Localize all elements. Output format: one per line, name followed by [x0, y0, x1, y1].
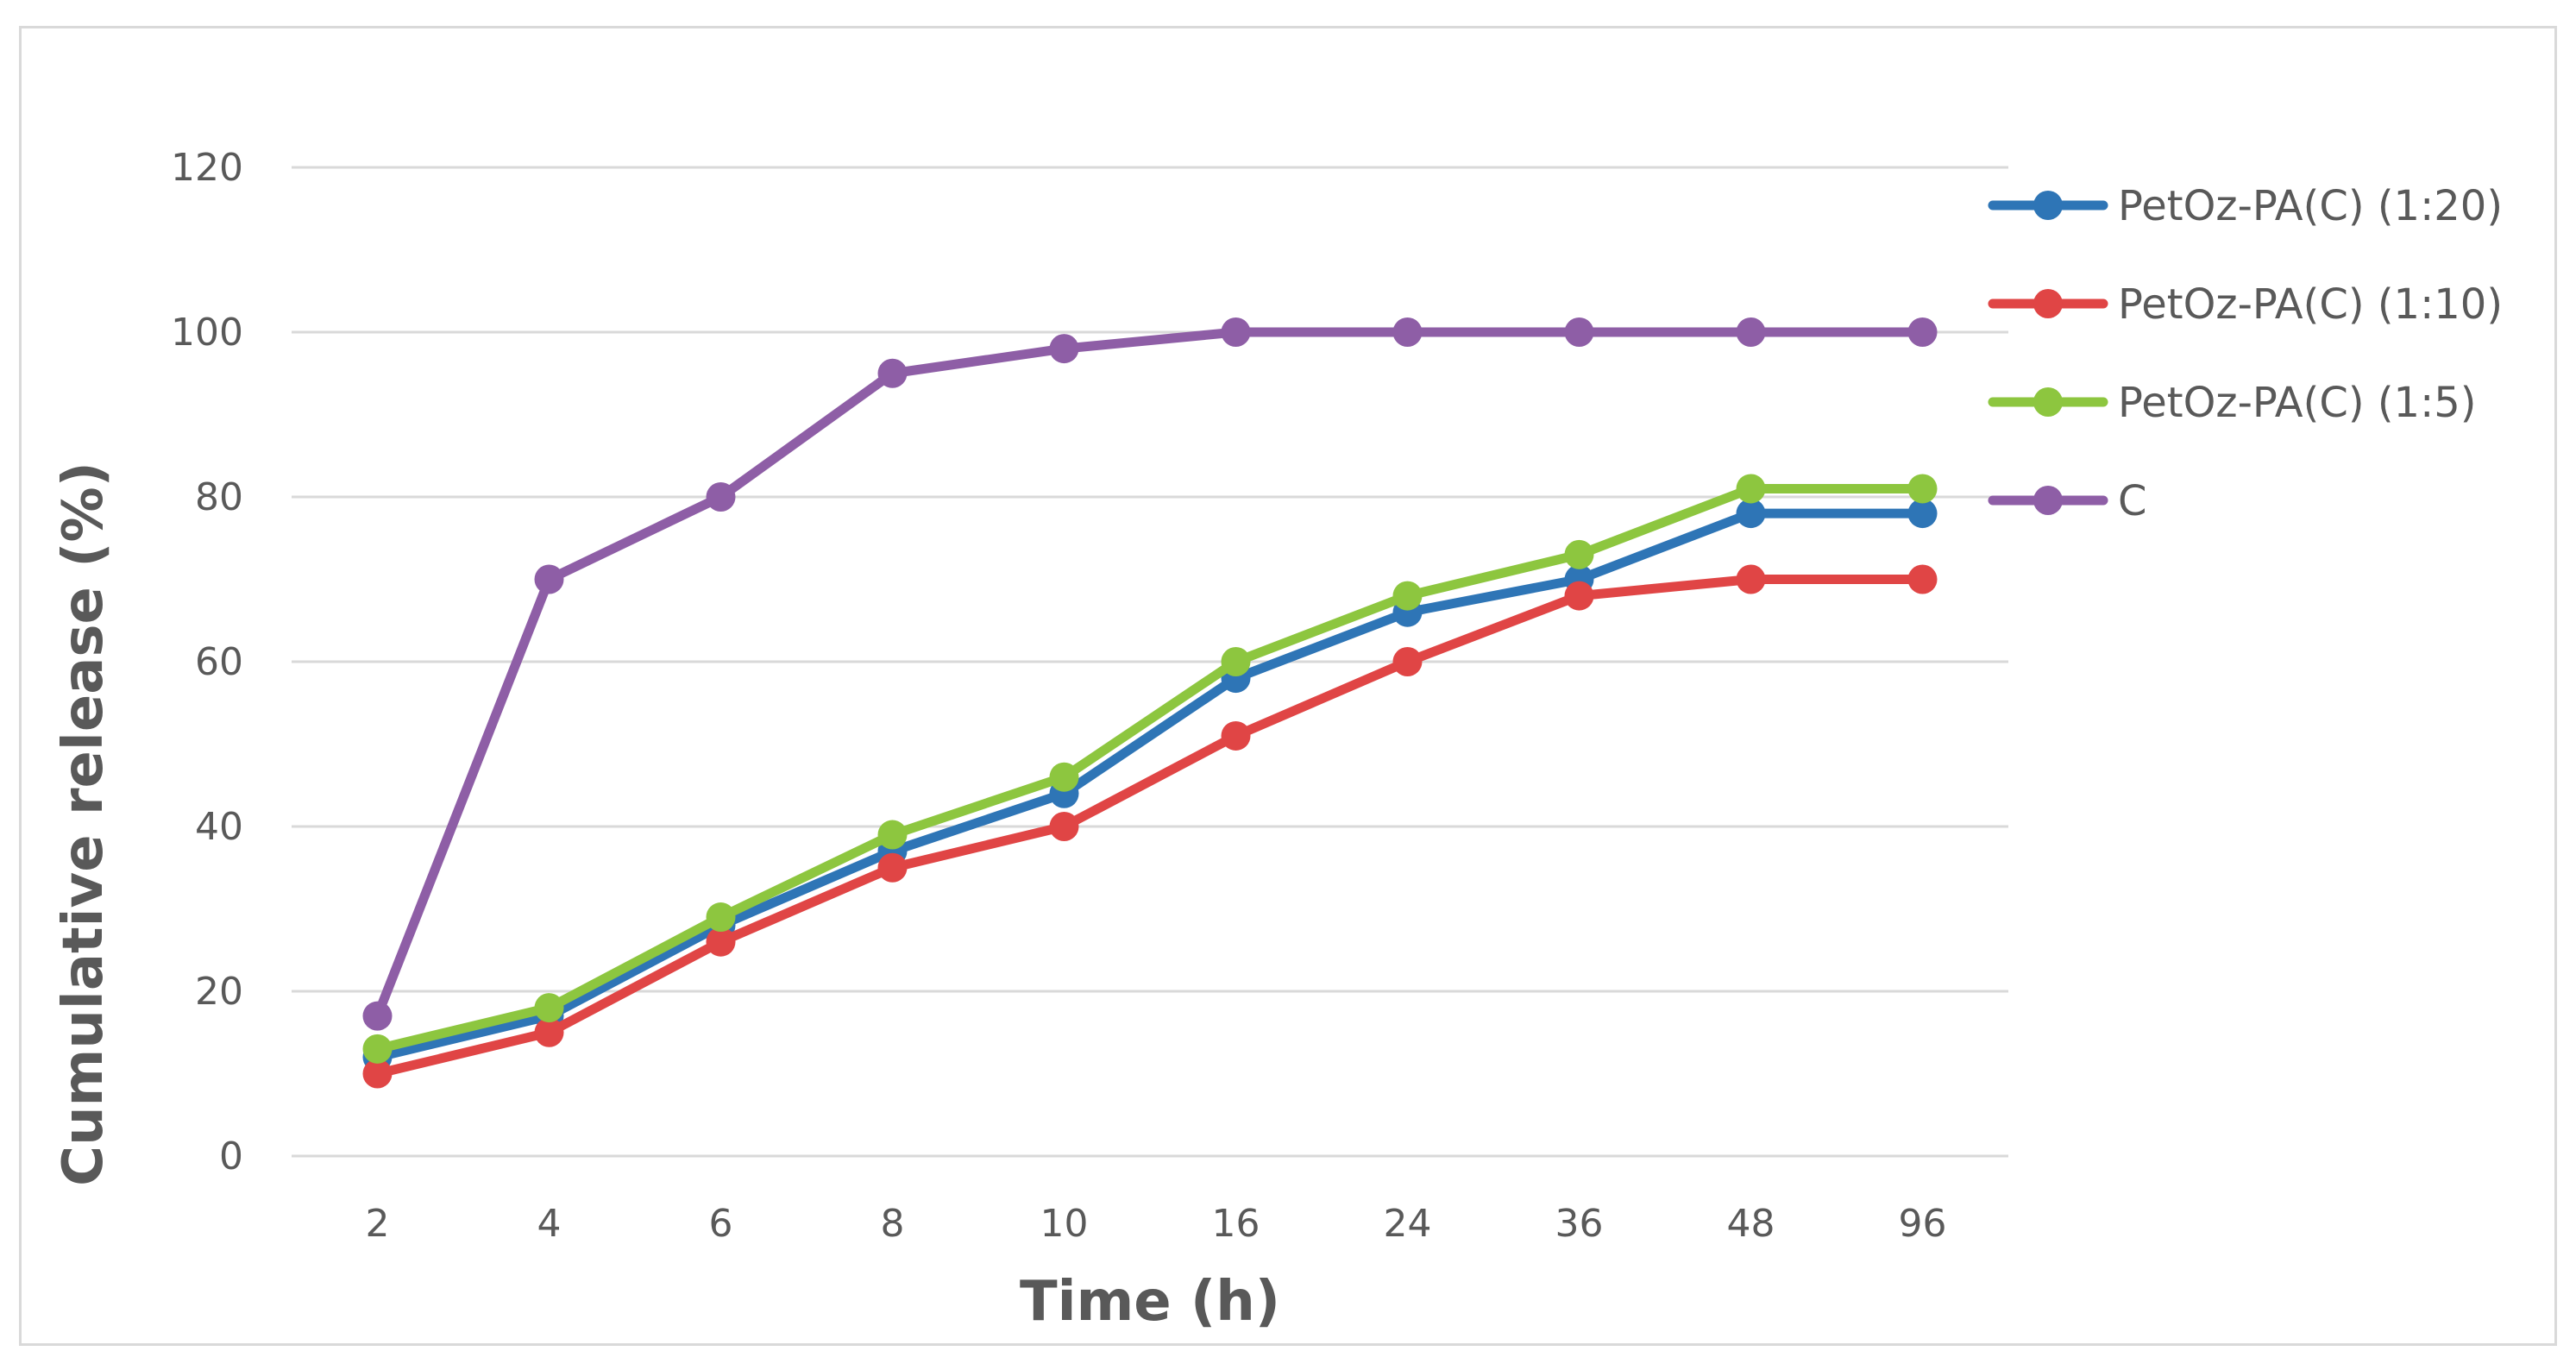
data-point	[1564, 317, 1594, 347]
y-axis-ticks: 0 20 40 60 80 100 120	[171, 146, 243, 1178]
data-point	[1907, 317, 1938, 347]
x-tick-label: 48	[1727, 1202, 1775, 1246]
legend-marker	[2033, 486, 2063, 515]
data-point	[1221, 317, 1251, 347]
chart-frame	[19, 26, 2557, 1346]
x-tick-label: 6	[709, 1202, 733, 1246]
series-line	[373, 327, 1927, 1021]
legend-marker	[2033, 289, 2063, 318]
data-point	[1221, 647, 1251, 676]
data-point	[1049, 762, 1079, 792]
y-tick-label: 40	[195, 805, 243, 849]
data-point	[534, 1017, 564, 1047]
data-point	[1049, 812, 1079, 841]
data-point	[534, 993, 564, 1023]
x-tick-label: 36	[1555, 1202, 1604, 1246]
data-point	[1049, 334, 1079, 364]
data-point	[1907, 499, 1938, 529]
x-tick-label: 10	[1040, 1202, 1089, 1246]
x-tick-label: 16	[1212, 1202, 1260, 1246]
x-tick-label: 8	[881, 1202, 905, 1246]
data-point	[362, 1059, 393, 1089]
series-line	[373, 508, 1927, 1062]
y-tick-label: 80	[195, 475, 243, 519]
legend-label: PetOz-PA(C) (1:20)	[2118, 182, 2503, 230]
data-point	[362, 1034, 393, 1064]
data-point	[1907, 474, 1938, 504]
data-point	[534, 564, 564, 594]
x-tick-label: 24	[1384, 1202, 1432, 1246]
data-point	[877, 852, 908, 883]
data-point	[1907, 564, 1938, 594]
data-point	[1564, 581, 1594, 611]
y-tick-label: 60	[195, 640, 243, 684]
data-point	[1221, 720, 1251, 751]
series-line	[373, 575, 1927, 1078]
data-point	[1736, 499, 1766, 529]
x-axis-title: Time (h)	[1020, 1270, 1280, 1334]
data-point	[1392, 317, 1423, 347]
legend-marker	[2033, 387, 2063, 417]
data-point	[1736, 317, 1766, 347]
data-point	[1736, 564, 1766, 594]
data-point	[706, 902, 736, 933]
data-point	[877, 358, 908, 388]
x-tick-label: 4	[537, 1202, 562, 1246]
data-point	[1564, 539, 1594, 569]
y-tick-label: 20	[195, 970, 243, 1014]
y-tick-label: 0	[219, 1134, 243, 1178]
legend: PetOz-PA(C) (1:20) PetOz-PA(C) (1:10) PetO…	[1988, 182, 2503, 525]
data-point	[1392, 581, 1423, 611]
data-point	[877, 820, 908, 850]
series-line	[373, 483, 1927, 1054]
y-tick-label: 100	[171, 311, 243, 355]
x-tick-label: 96	[1899, 1202, 1947, 1246]
legend-label: PetOz-PA(C) (1:10)	[2118, 280, 2503, 329]
data-point	[706, 927, 736, 957]
series-group	[362, 317, 1938, 1089]
legend-label: PetOz-PA(C) (1:5)	[2118, 379, 2477, 427]
y-tick-label: 120	[171, 146, 243, 190]
legend-label: C	[2118, 477, 2147, 525]
y-axis-title: Cumulative release (%)	[52, 462, 116, 1186]
data-point	[1392, 647, 1423, 676]
data-point	[1736, 474, 1766, 504]
legend-marker	[2033, 191, 2063, 220]
data-point	[362, 1001, 393, 1031]
x-axis-ticks: 2 4 6 8 10 16 24 36 48 96	[366, 1202, 1947, 1246]
data-point	[706, 482, 736, 512]
x-tick-label: 2	[366, 1202, 390, 1246]
